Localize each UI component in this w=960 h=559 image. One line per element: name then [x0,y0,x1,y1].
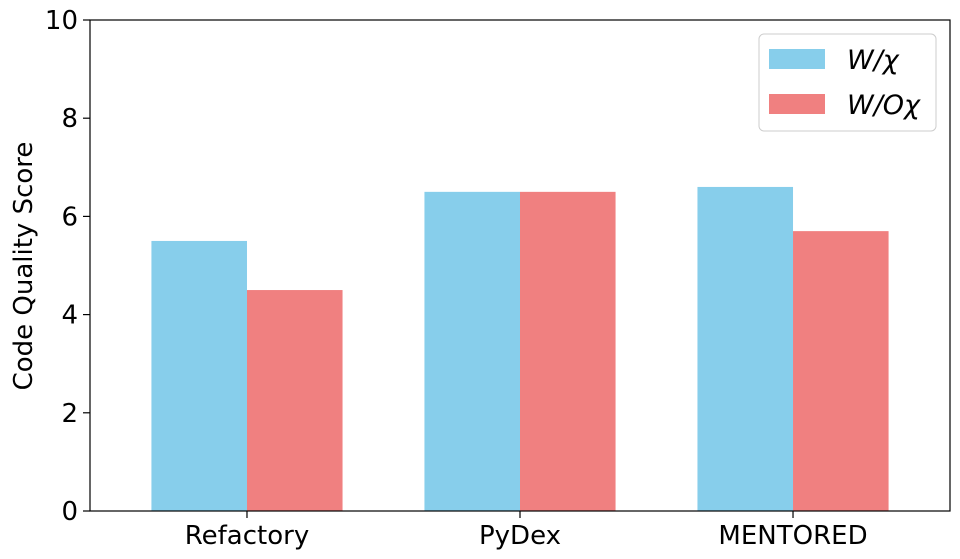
x-tick-label: MENTORED [718,521,867,551]
bars-group [151,186,889,511]
bar-pydex-series-1 [424,191,520,511]
bar-refactory-series-1 [151,240,247,511]
legend-label: W/χ [847,45,900,76]
x-tick-label: PyDex [479,521,561,551]
y-tick-label: 0 [61,497,78,527]
bar-mentored-series-2 [793,231,889,511]
y-tick-label: 2 [61,399,78,429]
legend-swatch [769,94,825,114]
y-tick-label: 8 [61,104,78,134]
y-tick-label: 6 [61,202,78,232]
legend: W/χ W/Oχ [758,33,937,132]
bar-refactory-series-2 [246,290,343,511]
axes-group: 0 2 4 6 8 10 Refactory PyDex MENTORED [45,6,951,551]
y-axis-title: Code Quality Score [9,142,39,391]
bar-mentored-series-1 [697,186,794,511]
legend-swatch [769,49,825,69]
legend-label: W/Oχ [847,90,921,121]
y-tick-label: 4 [61,301,78,331]
y-tick-label: 10 [45,6,78,36]
x-tick-label: Refactory [185,521,309,551]
bar-pydex-series-2 [520,191,616,511]
